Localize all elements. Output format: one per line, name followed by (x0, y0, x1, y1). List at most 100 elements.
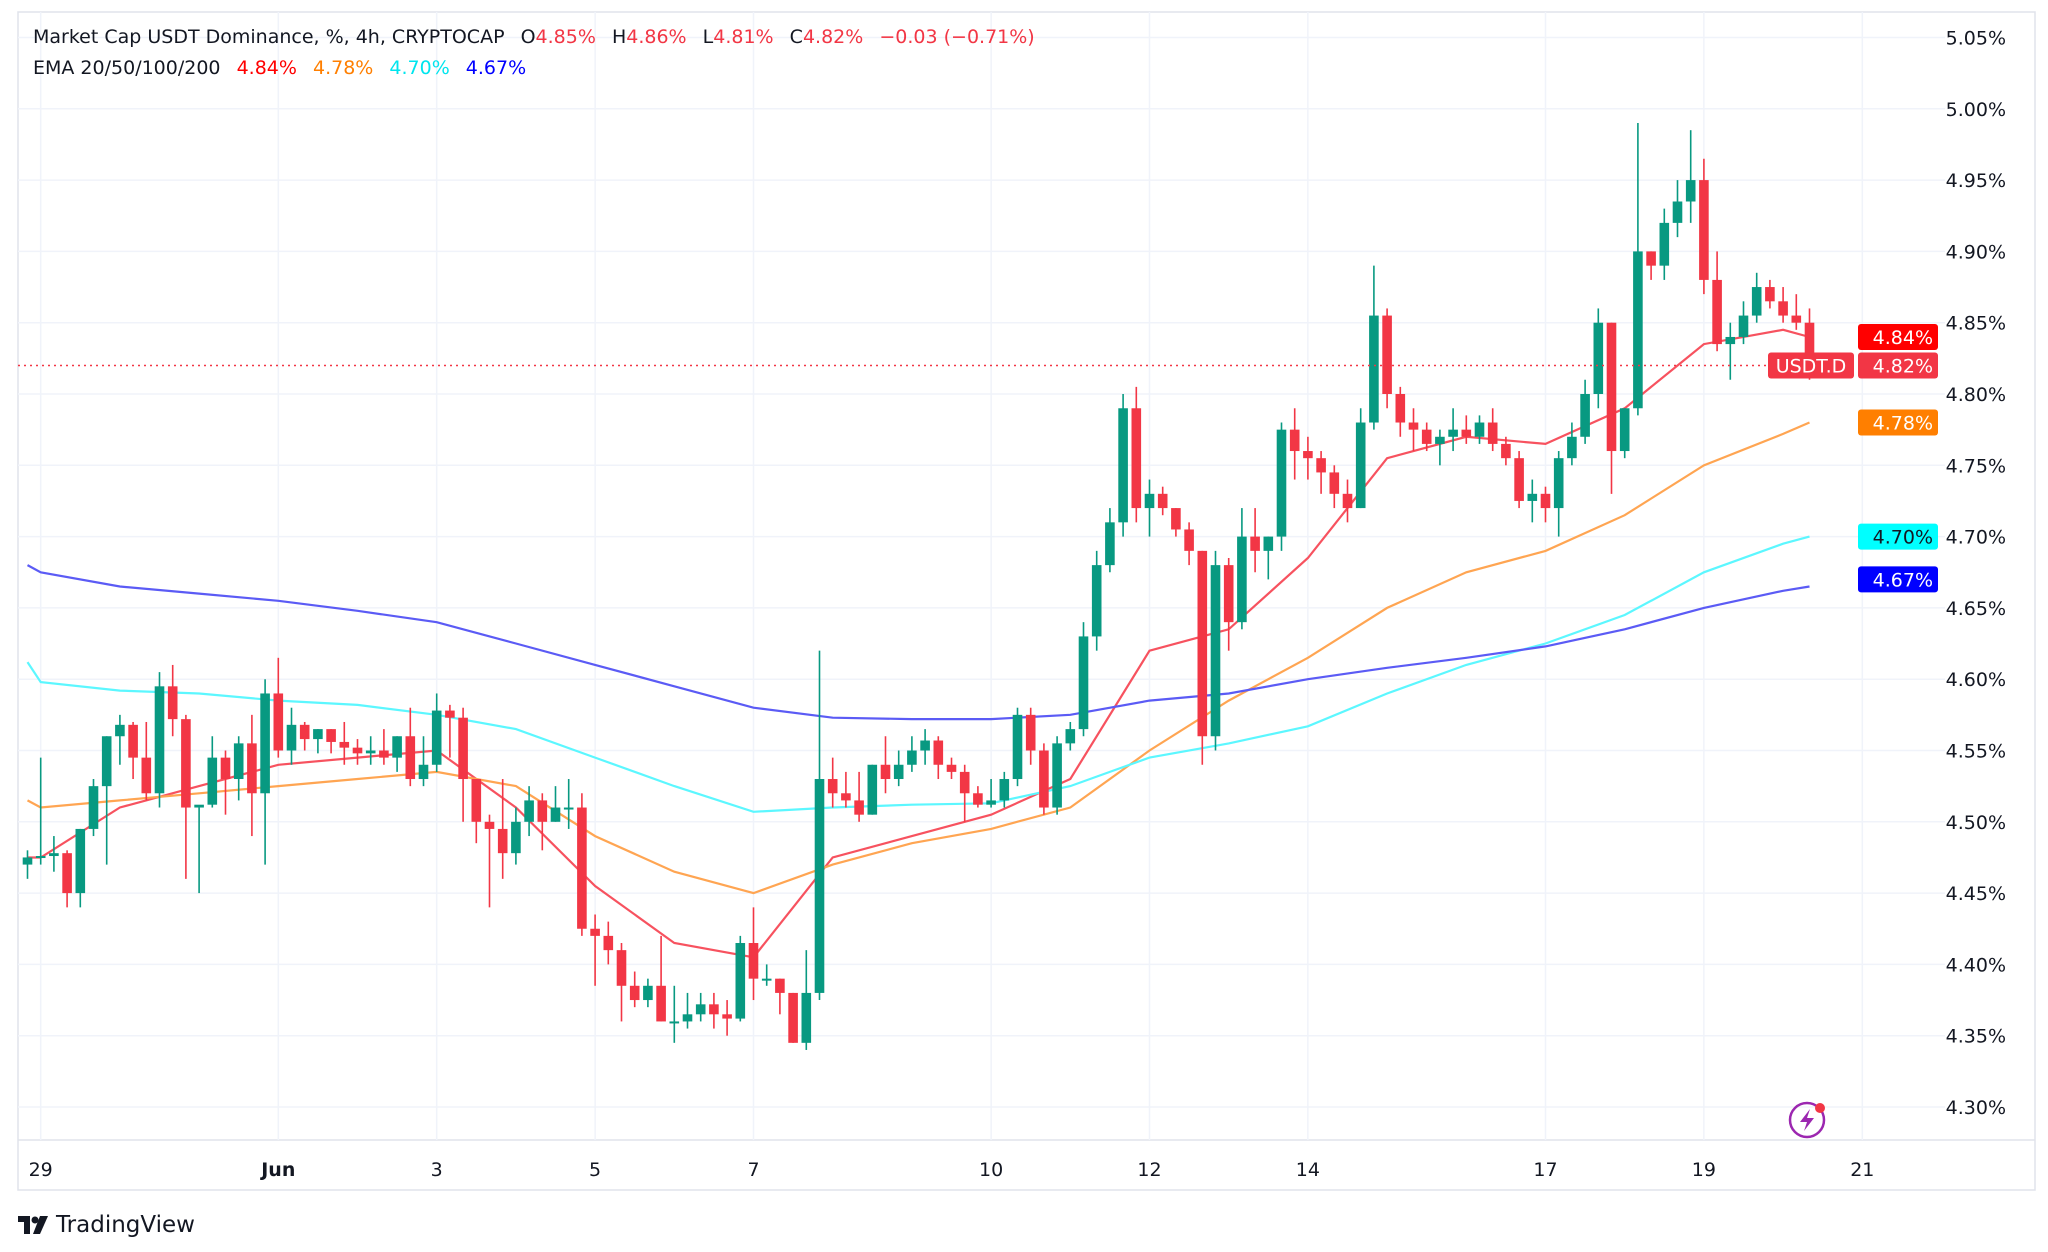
ema-label: EMA 20/50/100/200 (33, 57, 221, 79)
price-tag-label: 4.70% (1873, 527, 1933, 549)
ema-legend: EMA 20/50/100/200 4.84% 4.78% 4.70% 4.67… (33, 57, 536, 79)
candle-down (299, 724, 310, 740)
candle-up (392, 736, 402, 758)
candle-down (141, 757, 152, 794)
candles (22, 123, 1815, 1050)
ema-line-ema50 (26, 421, 1810, 895)
candle-down (1342, 493, 1353, 509)
price-tag-ema20 (1858, 323, 1938, 350)
price-axis[interactable]: 4.30% 4.35% 4.40% 4.45% 4.50% 4.55% 4.60% 4.65%… (1946, 28, 2006, 1120)
candle-down (1765, 287, 1775, 302)
candle-down (379, 750, 389, 758)
candle-down (1778, 301, 1788, 316)
candle-down (62, 853, 72, 894)
high-label: H (611, 26, 627, 48)
candle-up (986, 800, 996, 805)
candle-up (1237, 536, 1247, 623)
symbol-legend: Market Cap USDT Dominance, %, 4h, CRYPTO… (33, 26, 1045, 48)
candle-down (1131, 408, 1142, 509)
candle-down (880, 764, 891, 780)
ema50-value: 4.78% (312, 57, 374, 79)
candle-down (827, 779, 838, 794)
candle-up (1065, 729, 1076, 744)
candle-down (709, 1004, 719, 1015)
candle-down (1250, 536, 1260, 551)
candle-up (418, 764, 429, 780)
candle-down (128, 724, 138, 758)
x-tick-label: 10 (979, 1159, 1003, 1181)
candle-up (1593, 322, 1604, 394)
ema100-value: 4.70% (389, 57, 450, 79)
candle-up (260, 693, 270, 794)
y-tick-label: 4.85% (1946, 313, 2006, 335)
candle-down (946, 764, 957, 772)
time-axis[interactable]: 29 Jun 3 5 7 10 12 14 17 19 21 (29, 1159, 1875, 1181)
y-tick-label: 4.40% (1946, 954, 2006, 976)
candle-up (194, 804, 204, 808)
low-label: L (702, 26, 714, 48)
candle-up (1633, 251, 1643, 409)
candle-up (1263, 536, 1274, 551)
candle-up (735, 943, 746, 1019)
candle-down (1025, 714, 1036, 751)
tradingview-logo[interactable]: TradingView (18, 1212, 195, 1238)
candle-up (88, 786, 99, 829)
candle-up (999, 779, 1010, 801)
candle-up (233, 743, 244, 780)
tradingview-logo-icon (18, 1216, 48, 1234)
candle-down (181, 719, 191, 808)
candle-up (695, 1004, 706, 1015)
candle-up (1672, 201, 1683, 223)
low-value: 4.81% (713, 26, 774, 48)
price-tag-ema100 (1858, 523, 1938, 550)
change-value: −0.03 (−0.71%) (879, 26, 1035, 48)
y-tick-label: 4.30% (1946, 1097, 2006, 1119)
ema200-value: 4.67% (465, 57, 527, 79)
candle-up (1580, 394, 1590, 437)
candle-down (273, 693, 284, 751)
candle-up (801, 992, 812, 1043)
candle-up (1567, 436, 1577, 459)
lightning-icon[interactable] (1788, 1101, 1826, 1139)
candle-up (550, 807, 561, 822)
candle-down (1157, 493, 1168, 509)
candle-down (788, 992, 798, 1043)
candle-up (643, 985, 653, 1001)
candle-down (458, 717, 468, 780)
candle-down (1329, 472, 1340, 494)
candle-up (1078, 636, 1089, 730)
candle-up (115, 724, 125, 737)
candle-up (1012, 714, 1023, 780)
symbol-title: Market Cap USDT Dominance, %, 4h, CRYPTO… (33, 26, 505, 48)
candle-up (1276, 429, 1287, 537)
candle-down (1804, 322, 1815, 366)
candle-up (286, 724, 297, 751)
y-tick-label: 4.90% (1946, 241, 2006, 263)
x-tick-label: 14 (1296, 1159, 1320, 1181)
candle-up (431, 710, 442, 765)
x-tick-label: 29 (29, 1159, 53, 1181)
price-tags: 4.84% 4.78% 4.70% 4.67% USDT.D 4.82% (18, 323, 1938, 593)
candle-up (49, 853, 59, 857)
grid (17, 11, 2036, 1191)
candle-up (814, 779, 825, 993)
ema-line-ema200 (26, 564, 1810, 721)
x-tick-label: 5 (589, 1159, 601, 1181)
candle-down (973, 793, 983, 805)
candle-down (933, 740, 944, 765)
y-tick-label: 4.65% (1946, 598, 2006, 620)
x-tick-label: 17 (1533, 1159, 1557, 1181)
candle-down (1501, 443, 1511, 459)
x-tick-label: 21 (1850, 1159, 1874, 1181)
candle-up (1435, 436, 1445, 444)
price-tag-label: 4.67% (1873, 569, 1933, 591)
y-tick-label: 4.95% (1946, 170, 2006, 192)
candle-down (656, 985, 666, 1022)
candle-up (1474, 422, 1485, 437)
candle-down (1606, 322, 1617, 452)
candle-down (1421, 429, 1432, 444)
price-tag-ema50 (1858, 409, 1938, 436)
candle-up (1619, 408, 1630, 452)
candle-down (1646, 251, 1656, 266)
